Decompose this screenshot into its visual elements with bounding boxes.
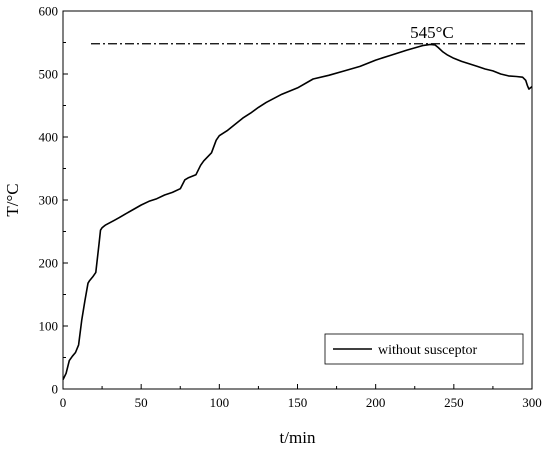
x-tick-label: 300 bbox=[522, 395, 542, 410]
y-tick-label: 100 bbox=[39, 319, 59, 334]
reference-line-label: 545°C bbox=[410, 23, 454, 42]
x-tick-label: 100 bbox=[210, 395, 230, 410]
plot-frame bbox=[62, 10, 533, 390]
x-tick-label: 250 bbox=[444, 395, 464, 410]
x-tick-label: 50 bbox=[135, 395, 148, 410]
y-tick-label: 500 bbox=[39, 67, 59, 82]
y-axis-title: T/°C bbox=[3, 183, 22, 216]
legend: without susceptor bbox=[324, 333, 524, 365]
y-tick-label: 400 bbox=[39, 130, 59, 145]
y-tick-label: 300 bbox=[39, 193, 59, 208]
y-tick-label: 0 bbox=[52, 382, 59, 397]
x-axis: 0 50 100 150 200 250 300 bbox=[60, 384, 542, 410]
y-axis: 0 100 200 300 400 500 600 bbox=[39, 4, 68, 397]
x-tick-label: 150 bbox=[288, 395, 308, 410]
series-line-without-susceptor bbox=[62, 43, 533, 380]
y-tick-label: 600 bbox=[39, 4, 59, 19]
y-tick-label: 200 bbox=[39, 256, 59, 271]
x-tick-label: 200 bbox=[366, 395, 386, 410]
x-tick-label: 0 bbox=[60, 395, 67, 410]
x-axis-title: t/min bbox=[280, 428, 316, 447]
legend-label: without susceptor bbox=[378, 343, 477, 358]
